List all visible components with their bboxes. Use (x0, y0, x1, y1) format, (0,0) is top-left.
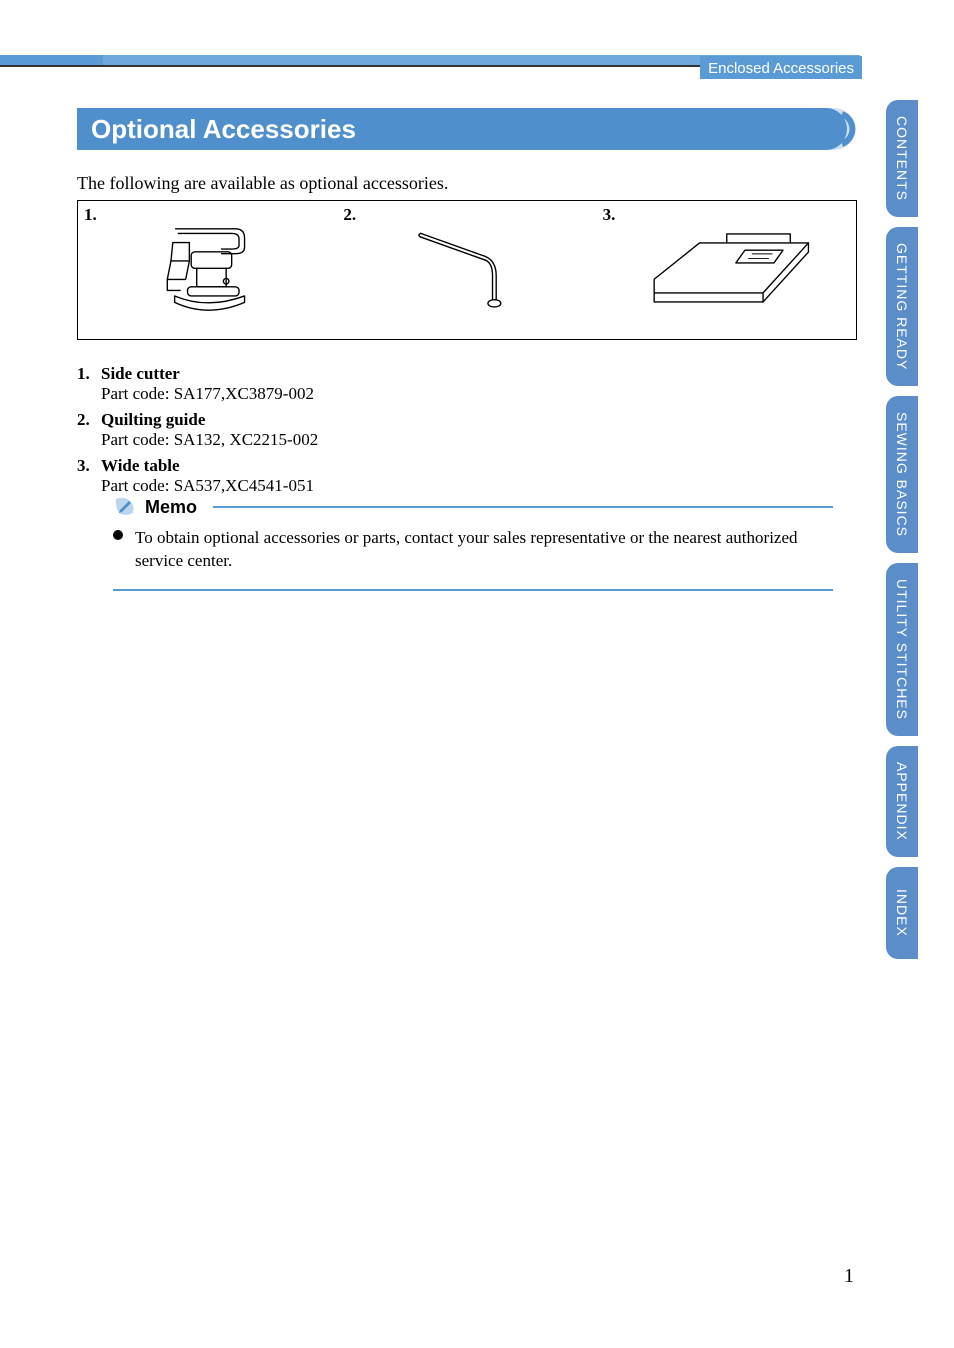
memo-label: Memo (145, 497, 197, 518)
definition-title: Quilting guide (101, 410, 857, 430)
definition-number: 1. (77, 364, 101, 404)
definition-item: 3. Wide table Part code: SA537,XC4541-05… (77, 456, 857, 496)
definitions-list: 1. Side cutter Part code: SA177,XC3879-0… (77, 358, 857, 496)
definition-title: Side cutter (101, 364, 857, 384)
tab-appendix[interactable]: APPENDIX (886, 746, 918, 857)
definition-partcode: Part code: SA537,XC4541-051 (101, 476, 857, 496)
memo-box: Memo To obtain optional accessories or p… (113, 495, 833, 591)
quilting-guide-icon (376, 215, 558, 325)
figure-number: 1. (84, 205, 97, 225)
intro-text: The following are available as optional … (77, 173, 448, 194)
definition-item: 1. Side cutter Part code: SA177,XC3879-0… (77, 364, 857, 404)
section-title: Optional Accessories (91, 114, 356, 145)
tab-index[interactable]: INDEX (886, 867, 918, 959)
tab-getting-ready[interactable]: GETTING READY (886, 227, 918, 386)
memo-text: To obtain optional accessories or parts,… (135, 528, 798, 570)
definition-title: Wide table (101, 456, 857, 476)
tab-sewing-basics[interactable]: SEWING BASICS (886, 396, 918, 553)
page-number: 1 (844, 1265, 854, 1288)
figure-cell: 1. (78, 201, 337, 339)
memo-pencil-icon (113, 495, 137, 519)
definition-partcode: Part code: SA132, XC2215-002 (101, 430, 857, 450)
figure-panel: 1. 2. (77, 200, 857, 340)
definition-number: 2. (77, 410, 101, 450)
memo-rule (213, 506, 833, 508)
section-header-cap-icon (822, 108, 858, 150)
wide-table-icon (636, 215, 818, 325)
side-cutter-icon (117, 215, 299, 325)
memo-rule (113, 589, 833, 591)
figure-number: 2. (343, 205, 356, 225)
figure-cell: 2. (337, 201, 596, 339)
side-tabs: CONTENTS GETTING READY SEWING BASICS UTI… (886, 100, 918, 959)
figure-number: 3. (603, 205, 616, 225)
definition-item: 2. Quilting guide Part code: SA132, XC22… (77, 410, 857, 450)
figure-cell: 3. (597, 201, 856, 339)
bullet-icon (113, 530, 123, 540)
tab-utility-stitches[interactable]: UTILITY STITCHES (886, 563, 918, 736)
definition-partcode: Part code: SA177,XC3879-002 (101, 384, 857, 404)
breadcrumb: Enclosed Accessories (708, 60, 854, 77)
memo-body: To obtain optional accessories or parts,… (113, 519, 833, 583)
section-header: Optional Accessories (77, 108, 822, 150)
tab-contents[interactable]: CONTENTS (886, 100, 918, 217)
definition-number: 3. (77, 456, 101, 496)
